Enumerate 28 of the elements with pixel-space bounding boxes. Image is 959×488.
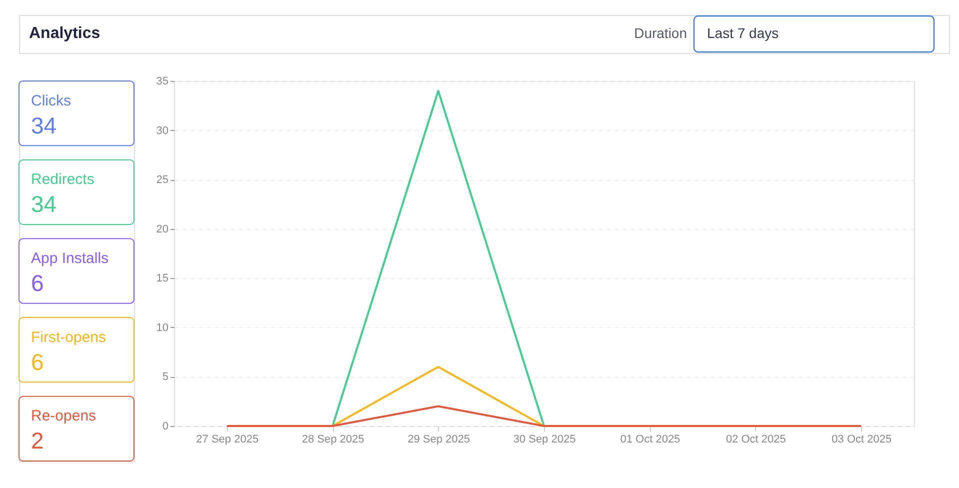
x-tick-label: 02 Oct 2025 [726,434,786,446]
x-tick-label: 01 Oct 2025 [620,434,680,446]
legend-label: App Installs [31,250,109,267]
chart-title: Analytics [29,25,100,42]
text: 6 [31,348,44,375]
text: 6 [31,270,44,296]
text: Redirects [31,171,94,188]
y-tick-label: 15 [156,272,168,285]
y-tick-label: 30 [156,124,168,137]
y-tick-label: 10 [156,322,168,334]
x-tick-label: 30 Sep 2025 [513,434,576,446]
x-tick-label: 27 Sep 2025 [196,434,259,446]
y-tick-label: 35 [156,76,168,88]
text: First-opens [31,328,106,346]
x-tick-label: 03 Oct 2025 [832,434,892,446]
text: Last 7 days [707,25,779,41]
y-tick-label: 5 [162,371,168,384]
y-tick-label: 0 [162,420,168,432]
text: 2 [31,428,44,454]
text: 34 [31,112,57,138]
y-tick-label: 20 [156,223,168,236]
x-tick-label: 29 Sep 2025 [408,434,470,446]
y-tick-label: 25 [156,174,168,186]
legend-label: Clicks [31,92,71,110]
x-tick-label: 28 Sep 2025 [302,434,364,446]
text: Duration [634,25,687,41]
text: Re-opens [31,408,96,425]
text: 34 [31,191,57,218]
